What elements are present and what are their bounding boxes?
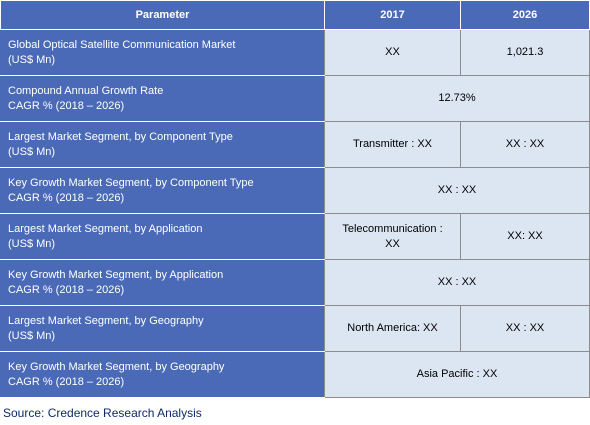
table-row: Largest Market Segment, by Application (…: [0, 213, 590, 260]
row-parameter: Key Growth Market Segment, by Component …: [0, 167, 325, 214]
table-row: Largest Market Segment, by Geography (US…: [0, 305, 590, 352]
value-line: Telecommunication :: [342, 222, 443, 235]
param-line: Largest Market Segment, by Application: [8, 222, 203, 235]
row-parameter: Compound Annual Growth Rate CAGR % (2018…: [0, 75, 325, 122]
value-merged: 12.73%: [324, 75, 590, 122]
source-note: Source: Credence Research Analysis: [3, 406, 202, 420]
table-row: Key Growth Market Segment, by Geography …: [0, 351, 590, 398]
param-line: CAGR % (2018 – 2026): [8, 99, 125, 112]
table-row: Key Growth Market Segment, by Applicatio…: [0, 259, 590, 306]
value-merged: XX : XX: [324, 259, 590, 306]
param-line: Key Growth Market Segment, by Component …: [8, 176, 254, 189]
param-line: Key Growth Market Segment, by Geography: [8, 360, 225, 373]
row-parameter: Key Growth Market Segment, by Applicatio…: [0, 259, 325, 306]
table-row: Key Growth Market Segment, by Component …: [0, 167, 590, 214]
param-line: CAGR % (2018 – 2026): [8, 283, 125, 296]
header-2026: 2026: [460, 0, 590, 30]
row-parameter: Largest Market Segment, by Application (…: [0, 213, 325, 260]
param-line: Largest Market Segment, by Component Typ…: [8, 130, 233, 143]
param-line: (US$ Mn): [8, 53, 56, 66]
value-merged: XX : XX: [324, 167, 590, 214]
value-2017: Transmitter : XX: [324, 121, 461, 168]
market-summary-table: Parameter 2017 2026 Global Optical Satel…: [0, 0, 590, 398]
table-header-row: Parameter 2017 2026: [0, 0, 590, 30]
param-line: CAGR % (2018 – 2026): [8, 375, 125, 388]
table-row: Compound Annual Growth Rate CAGR % (2018…: [0, 75, 590, 122]
value-2017: North America: XX: [324, 305, 461, 352]
row-parameter: Global Optical Satellite Communication M…: [0, 29, 325, 76]
value-2017: XX: [324, 29, 461, 76]
param-line: (US$ Mn): [8, 329, 56, 342]
param-line: Key Growth Market Segment, by Applicatio…: [8, 268, 224, 281]
param-line: Largest Market Segment, by Geography: [8, 314, 204, 327]
row-parameter: Largest Market Segment, by Geography (US…: [0, 305, 325, 352]
row-parameter: Largest Market Segment, by Component Typ…: [0, 121, 325, 168]
param-line: (US$ Mn): [8, 237, 56, 250]
header-parameter: Parameter: [0, 0, 325, 30]
value-line: XX: [385, 237, 400, 250]
value-2017: Telecommunication : XX: [324, 213, 461, 260]
table-row: Global Optical Satellite Communication M…: [0, 29, 590, 76]
value-2026: XX : XX: [460, 121, 590, 168]
param-line: Compound Annual Growth Rate: [8, 84, 164, 97]
value-2026: XX: XX: [460, 213, 590, 260]
param-line: CAGR % (2018 – 2026): [8, 191, 125, 204]
value-merged: Asia Pacific : XX: [324, 351, 590, 398]
value-2026: XX : XX: [460, 305, 590, 352]
row-parameter: Key Growth Market Segment, by Geography …: [0, 351, 325, 398]
param-line: Global Optical Satellite Communication M…: [8, 38, 236, 51]
value-2026: 1,021.3: [460, 29, 590, 76]
header-2017: 2017: [324, 0, 461, 30]
table-row: Largest Market Segment, by Component Typ…: [0, 121, 590, 168]
param-line: (US$ Mn): [8, 145, 56, 158]
